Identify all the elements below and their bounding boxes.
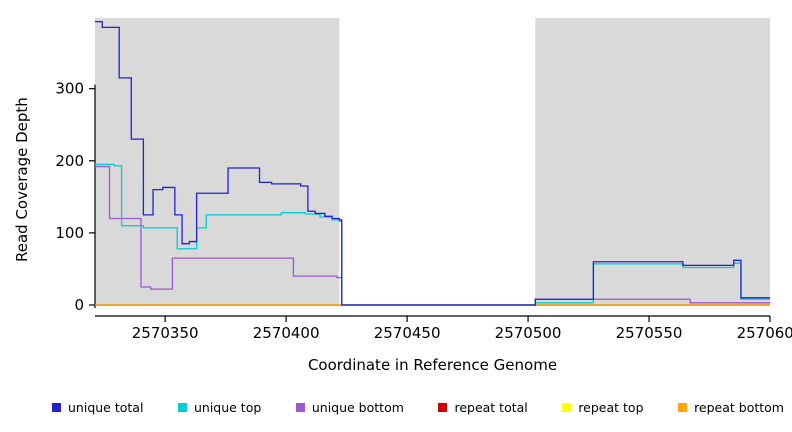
legend-label: unique bottom <box>311 400 404 415</box>
legend-item-unique-top: unique top <box>177 400 262 415</box>
x-axis-label: Coordinate in Reference Genome <box>307 356 558 374</box>
legend-label: repeat top <box>578 400 644 415</box>
legend-label: unique top <box>193 400 262 415</box>
legend-swatch-icon <box>177 403 187 412</box>
x-tick-label: 2570600 <box>737 324 792 342</box>
series-unique-total <box>95 20 770 306</box>
legend-swatch-icon <box>678 403 688 412</box>
shaded-region <box>535 18 770 306</box>
coverage-plot: 0 100 200 300 2570350 2570400 2570450 2570500 25… <box>55 18 792 342</box>
y-tick-label: 200 <box>55 152 84 170</box>
x-tick-label: 2570550 <box>616 324 683 342</box>
legend-swatch-icon <box>438 403 448 412</box>
y-tick-label: 300 <box>55 80 84 98</box>
legend: unique total unique top unique bottom repea… <box>52 400 784 415</box>
y-tick-label: 100 <box>55 224 84 242</box>
legend-label: repeat total <box>454 400 528 415</box>
legend-item-unique-bottom: unique bottom <box>295 400 404 415</box>
y-axis-label: Read Coverage Depth <box>13 97 31 263</box>
x-tick-label: 2570350 <box>132 324 199 342</box>
y-tick-label: 0 <box>74 296 84 314</box>
legend-swatch-icon <box>295 403 305 412</box>
legend-swatch-icon <box>52 403 61 412</box>
legend-label: unique total <box>68 400 144 415</box>
series-unique-bottom <box>95 165 771 306</box>
legend-item-repeat-total: repeat total <box>438 400 528 415</box>
x-tick-label: 2570400 <box>253 324 320 342</box>
legend-label: repeat bottom <box>694 400 784 415</box>
shaded-region <box>95 18 340 306</box>
legend-item-unique-total: unique total <box>52 400 143 415</box>
legend-swatch-icon <box>562 403 572 412</box>
legend-item-repeat-top: repeat top <box>562 400 644 415</box>
legend-item-repeat-bottom: repeat bottom <box>678 400 784 415</box>
x-tick-label: 2570450 <box>374 324 441 342</box>
x-tick-label: 2570500 <box>495 324 562 342</box>
